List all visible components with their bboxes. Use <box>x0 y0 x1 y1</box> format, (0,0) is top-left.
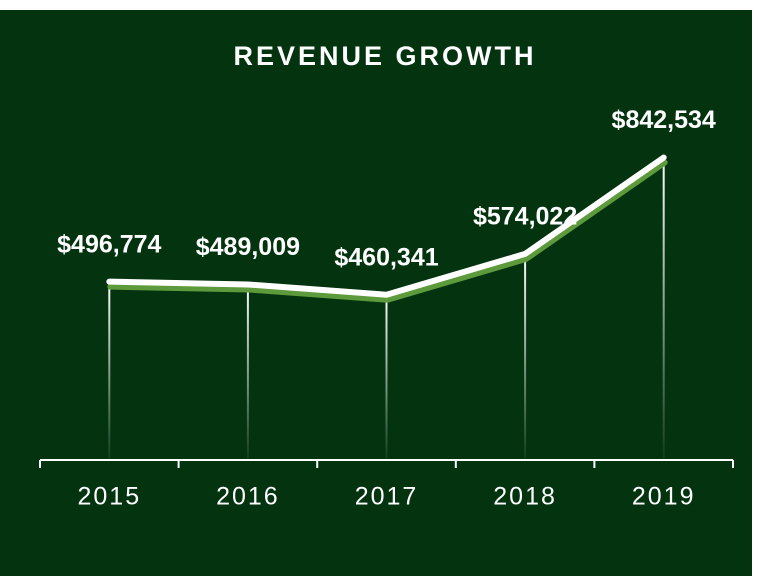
data-label: $574,022 <box>473 203 577 231</box>
x-tick-label: 2015 <box>77 483 141 511</box>
data-label: $489,009 <box>196 233 300 261</box>
drop-line <box>246 284 249 460</box>
x-tick-label: 2016 <box>216 483 280 511</box>
x-tick-label: 2017 <box>355 483 419 511</box>
chart-title: REVENUE GROWTH <box>233 41 536 71</box>
x-tick-label: 2019 <box>632 483 696 511</box>
data-label: $496,774 <box>57 230 161 258</box>
drop-line <box>108 281 111 460</box>
drop-line <box>385 294 388 460</box>
line-shadow <box>107 159 668 303</box>
line <box>106 154 667 298</box>
data-label: $460,341 <box>334 243 438 271</box>
drop-line <box>524 253 527 460</box>
x-tick-label: 2018 <box>493 483 557 511</box>
data-label: $842,534 <box>612 106 716 134</box>
drop-line <box>662 157 665 461</box>
